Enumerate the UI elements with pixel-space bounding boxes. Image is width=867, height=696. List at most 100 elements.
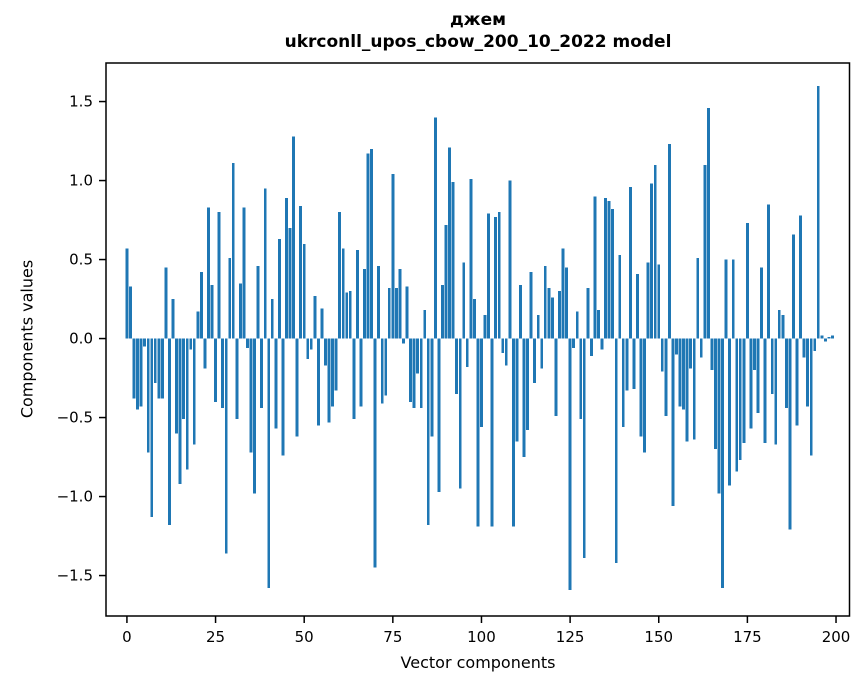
bar <box>685 338 689 442</box>
bar <box>646 262 650 339</box>
bar <box>231 163 235 339</box>
bar <box>394 287 398 339</box>
x-tick-label: 175 <box>733 628 762 646</box>
bar <box>359 338 363 407</box>
bar <box>263 188 267 339</box>
bar <box>706 107 710 339</box>
bar <box>480 338 483 428</box>
bar <box>309 338 313 350</box>
bar <box>214 338 217 402</box>
bar <box>799 215 802 339</box>
bar <box>749 338 753 429</box>
bar <box>416 338 420 374</box>
bar <box>813 338 817 352</box>
y-tick-label: 1.5 <box>69 93 93 111</box>
bar <box>497 212 501 339</box>
bar <box>387 287 391 339</box>
bar <box>182 338 186 420</box>
y-tick-label: −0.5 <box>57 409 93 427</box>
bar <box>210 284 214 339</box>
bar <box>561 248 565 339</box>
bar <box>384 338 388 396</box>
bar <box>228 257 232 339</box>
bar <box>423 310 427 339</box>
plot-border <box>105 62 851 617</box>
bar <box>820 335 824 339</box>
bar <box>448 147 451 339</box>
bar <box>260 338 264 409</box>
bar <box>689 338 693 369</box>
bar <box>568 338 572 590</box>
bar <box>643 338 646 453</box>
bar <box>558 291 561 339</box>
bar <box>217 212 221 339</box>
bar <box>600 338 604 350</box>
bar <box>550 297 554 339</box>
bar <box>277 239 281 339</box>
bar <box>526 338 529 431</box>
bar <box>238 283 242 339</box>
bar <box>554 338 558 416</box>
chart-title: джем <box>449 10 507 30</box>
bar <box>756 338 760 413</box>
bar <box>281 338 285 456</box>
bar <box>345 292 349 339</box>
bar <box>806 338 810 407</box>
bar <box>504 338 508 366</box>
bar <box>728 338 732 486</box>
bar <box>458 338 462 489</box>
bar <box>203 338 207 369</box>
bar <box>157 338 161 399</box>
bar <box>657 264 661 339</box>
bar <box>816 85 820 339</box>
bar <box>653 164 657 339</box>
bar <box>398 269 402 339</box>
bar <box>664 338 668 416</box>
bar <box>597 310 600 339</box>
bar <box>760 267 763 339</box>
bar <box>355 250 359 339</box>
bar <box>522 338 526 458</box>
bar <box>224 338 228 554</box>
bar <box>324 338 327 366</box>
bar <box>611 208 615 339</box>
x-tick-label: 0 <box>122 628 132 646</box>
bar <box>784 338 788 409</box>
bar <box>745 223 749 339</box>
bar <box>469 178 473 339</box>
bar <box>132 338 136 399</box>
chart-title-block: джем ukrconll_upos_cbow_200_10_2022 mode… <box>106 9 850 53</box>
bar <box>306 338 310 360</box>
bar <box>781 314 785 339</box>
bar <box>547 287 551 339</box>
bar <box>196 311 200 339</box>
bar <box>731 259 735 339</box>
bar <box>274 338 278 429</box>
bar <box>763 338 767 443</box>
bar <box>412 338 416 409</box>
bar <box>678 338 682 407</box>
bar <box>753 338 756 371</box>
bar <box>738 338 742 461</box>
bar <box>380 338 384 404</box>
bar <box>774 338 778 445</box>
bar <box>270 299 274 339</box>
bar <box>618 254 622 339</box>
bar <box>192 338 196 445</box>
bar <box>171 299 175 339</box>
bar <box>285 197 288 339</box>
bar <box>823 338 827 342</box>
bar <box>483 314 487 339</box>
bar <box>639 338 643 437</box>
bar <box>795 338 799 426</box>
bar <box>696 257 700 339</box>
bar <box>441 284 444 339</box>
bar <box>242 207 246 339</box>
bar <box>487 213 490 339</box>
bar <box>316 338 320 426</box>
bar <box>437 338 441 492</box>
bar <box>391 174 395 339</box>
bar <box>827 336 831 339</box>
